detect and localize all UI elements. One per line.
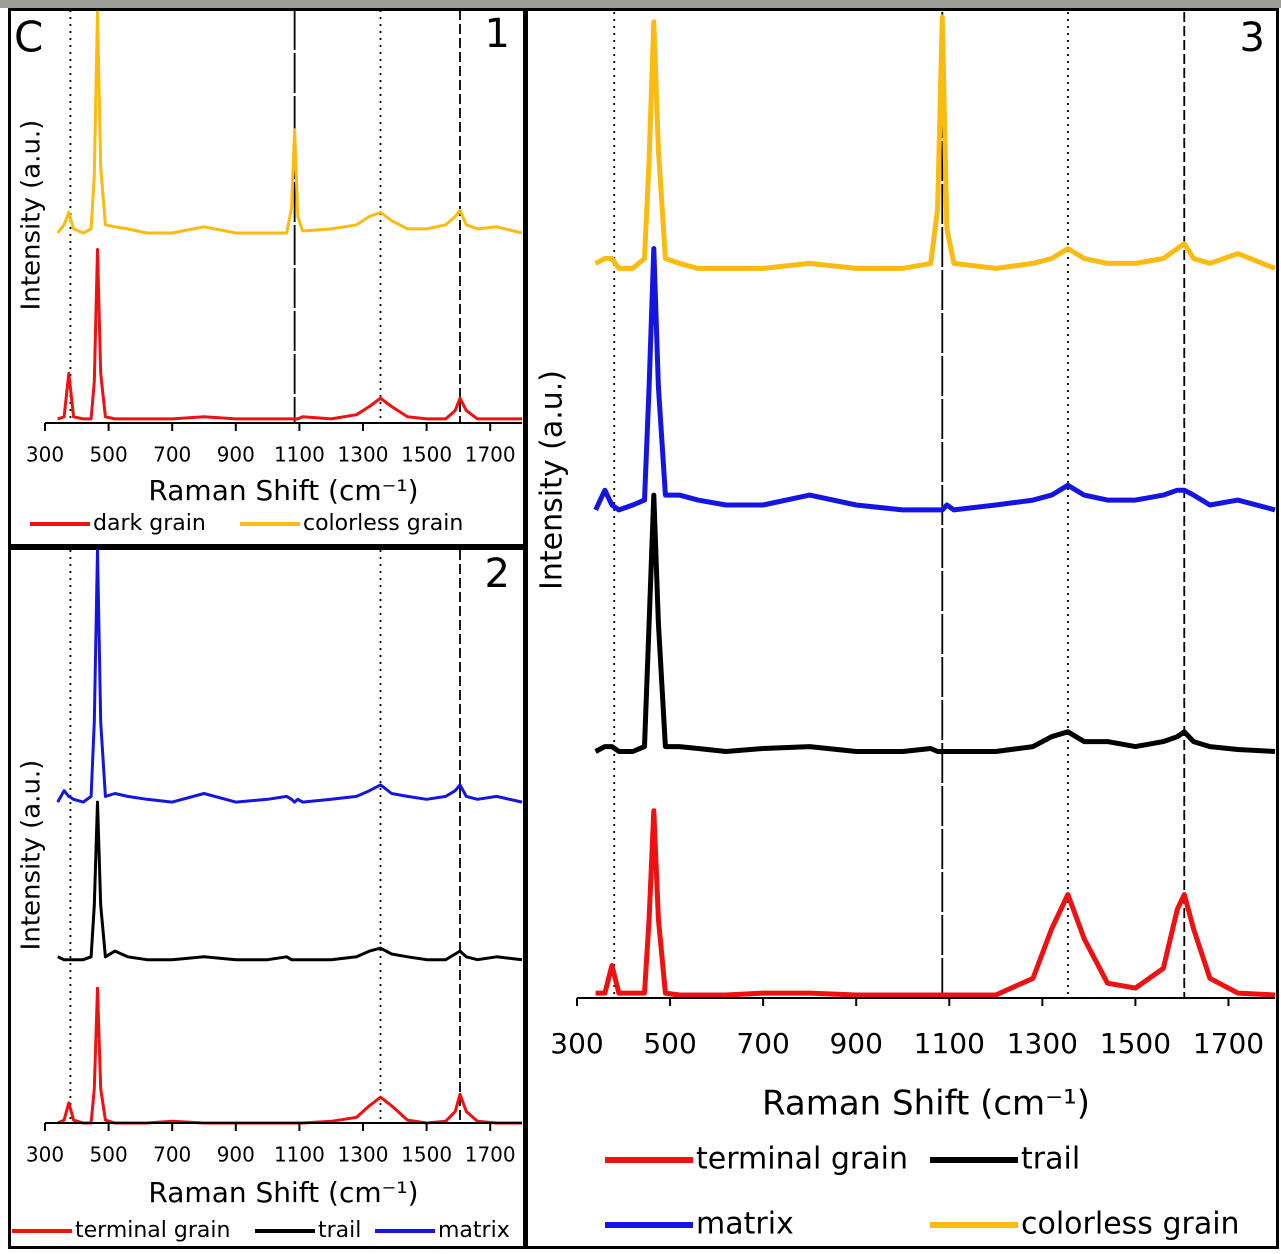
spectrum-line — [594, 14, 1276, 271]
x-tick-label: 900 — [217, 443, 255, 467]
x-tick-label: 1300 — [338, 1143, 389, 1167]
x-axis-label: Raman Shift (cm⁻¹) — [148, 1176, 418, 1209]
x-tick-label: 1100 — [274, 443, 325, 467]
legend-label: matrix — [696, 1207, 794, 1242]
legend-label: colorless grain — [1021, 1207, 1240, 1242]
x-tick-label: 1300 — [1007, 1027, 1078, 1060]
spectrum-line — [593, 246, 1276, 513]
x-tick-label: 1700 — [465, 1143, 516, 1167]
legend-label: matrix — [438, 1218, 510, 1243]
x-tick-label: 1300 — [338, 443, 389, 467]
panel-border — [8, 8, 526, 547]
legend-label: colorless grain — [303, 511, 463, 536]
spectrum-line — [595, 808, 1276, 998]
spectrum-line — [56, 548, 523, 804]
x-tick-label: 1700 — [465, 443, 516, 467]
x-tick-label: 900 — [829, 1027, 882, 1060]
x-tick-label: 300 — [26, 443, 64, 467]
figure-label: C — [14, 13, 43, 62]
spectrum-line — [57, 986, 522, 1125]
panel-label: 3 — [1240, 15, 1265, 61]
legend-label: dark grain — [93, 511, 206, 536]
legend-label: terminal grain — [75, 1218, 230, 1243]
panel-label: 1 — [485, 11, 510, 57]
spectrum-line — [56, 10, 523, 235]
x-tick-label: 900 — [217, 1143, 255, 1167]
x-tick-label: 1500 — [1100, 1027, 1171, 1060]
x-tick-label: 1100 — [274, 1143, 325, 1167]
panel-label: 2 — [485, 551, 510, 597]
x-tick-label: 1500 — [401, 1143, 452, 1167]
panel-border — [525, 8, 1279, 1249]
photo-strip — [0, 0, 1281, 8]
x-tick-label: 700 — [736, 1027, 789, 1060]
x-tick-label: 1500 — [401, 443, 452, 467]
x-tick-label: 1100 — [914, 1027, 985, 1060]
x-tick-label: 500 — [90, 443, 128, 467]
y-axis-label: Intensity (a.u.) — [17, 120, 47, 311]
x-tick-label: 700 — [153, 1143, 191, 1167]
spectrum-line — [594, 492, 1276, 754]
x-tick-label: 500 — [643, 1027, 696, 1060]
x-tick-label: 500 — [90, 1143, 128, 1167]
legend-label: trail — [1021, 1142, 1080, 1177]
legend-label: terminal grain — [696, 1142, 908, 1177]
spectrum-line — [57, 800, 523, 962]
legend-label: trail — [318, 1218, 361, 1243]
x-tick-label: 300 — [26, 1143, 64, 1167]
panel-border — [8, 547, 526, 1249]
x-axis-label: Raman Shift (cm⁻¹) — [148, 474, 418, 507]
spectrum-line — [57, 248, 522, 421]
x-tick-label: 700 — [153, 443, 191, 467]
y-axis-label: Intensity (a.u.) — [535, 370, 570, 590]
x-axis-label: Raman Shift (cm⁻¹) — [762, 1084, 1090, 1124]
x-tick-label: 300 — [550, 1027, 603, 1060]
y-axis-label: Intensity (a.u.) — [17, 760, 47, 951]
x-tick-label: 1700 — [1193, 1027, 1264, 1060]
